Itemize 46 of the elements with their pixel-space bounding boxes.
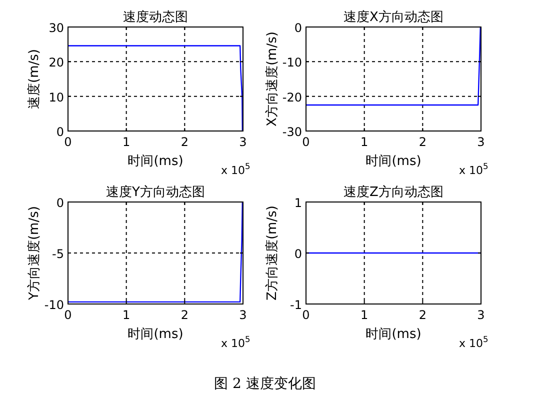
chart-title: 速度Y方向动态图 — [106, 184, 205, 200]
y-tick-label: -10 — [44, 298, 64, 312]
y-tick-label: 0 — [294, 21, 302, 35]
x-tick-label: 2 — [180, 308, 188, 322]
x-axis-title: 时间(ms) — [366, 154, 422, 169]
chart-title: 速度Z方向动态图 — [344, 184, 444, 200]
chart-title: 速度X方向动态图 — [344, 9, 444, 25]
y-axis-title: X方向速度(m/s) — [264, 32, 280, 126]
y-tick-label: 1 — [294, 196, 302, 210]
y-tick-label: -20 — [282, 90, 302, 104]
x-tick-label: 3 — [477, 135, 485, 149]
y-tick-label: 0 — [56, 125, 64, 139]
caption: 图 2 速度变化图 — [214, 376, 316, 392]
y-tick-label: -1 — [290, 298, 302, 312]
x-tick-label: 3 — [477, 308, 485, 322]
text: x 10$^{5}$ — [221, 161, 250, 177]
text: x 10$^{5}$ — [221, 334, 250, 350]
x-axis-title: 时间(ms) — [366, 327, 422, 342]
x-tick-label: 2 — [418, 135, 426, 149]
chart-title: 速度动态图 — [123, 9, 188, 25]
x-tick-label: 1 — [360, 308, 368, 322]
y-axis-title: 速度(m/s) — [26, 49, 42, 109]
y-tick-label: -10 — [282, 56, 302, 70]
y-axis-title: Z方向速度(m/s) — [264, 206, 280, 300]
x-tick-label: 1 — [360, 135, 368, 149]
line-series — [67, 45, 244, 132]
y-tick-label: 0 — [56, 196, 64, 210]
x-axis-title: 时间(ms) — [128, 327, 184, 342]
y-tick-label: 0 — [294, 247, 302, 261]
text: x 10$^{5}$ — [459, 334, 488, 350]
x-axis-title: 时间(ms) — [128, 154, 184, 169]
x-tick-label: 1 — [122, 308, 130, 322]
x-tick-label: 3 — [239, 135, 247, 149]
y-tick-label: -5 — [52, 247, 64, 261]
x-tick-label: 1 — [122, 135, 130, 149]
x-tick-label: 3 — [239, 308, 247, 322]
y-tick-label: 20 — [48, 56, 64, 70]
x-tick-label: 2 — [418, 308, 426, 322]
text: x 10$^{5}$ — [459, 161, 488, 177]
x-tick-label: 2 — [180, 135, 188, 149]
y-axis-title: Y方向速度(m/s) — [26, 206, 42, 301]
line-series — [67, 201, 244, 303]
y-tick-label: -30 — [282, 125, 302, 139]
line-series — [305, 26, 482, 106]
y-tick-label: 10 — [48, 90, 64, 104]
y-tick-label: 30 — [48, 21, 64, 35]
